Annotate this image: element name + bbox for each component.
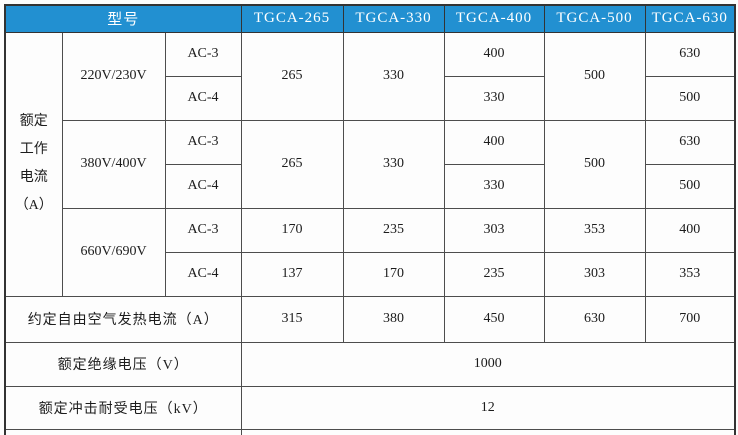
impulse-voltage-label: 额定冲击耐受电压（kV） — [4, 385, 242, 430]
value-cell: 235 — [342, 207, 445, 253]
model-label-cell: 型号 — [4, 4, 242, 33]
value-cell: 353 — [644, 251, 736, 297]
utilization-category-ac4: AC-4 — [164, 251, 242, 297]
voltage-label-660-690: 660V/690V — [61, 207, 166, 297]
voltage-label-380-400: 380V/400V — [61, 119, 166, 209]
empty-cell — [4, 428, 242, 435]
value-cell: 315 — [240, 295, 344, 343]
utilization-category-ac4: AC-4 — [164, 163, 242, 209]
insulation-voltage-label: 额定绝缘电压（V） — [4, 341, 242, 387]
value-cell: 330 — [443, 163, 545, 209]
value-cell: 330 — [342, 31, 445, 121]
row-thermal-current: 约定自由空气发热电流（A） 315 380 450 630 700 — [4, 295, 736, 343]
row-220v-ac3: 额定 工作 电流 （A） 220V/230V AC-3 265 330 400 … — [4, 31, 736, 297]
value-cell: 400 — [644, 207, 736, 253]
value-cell: 137 — [240, 251, 344, 297]
empty-cell — [240, 428, 736, 435]
insulation-voltage-value: 1000 — [240, 341, 736, 387]
model-header-tgca-400: TGCA-400 — [443, 4, 545, 33]
value-cell: 400 — [443, 31, 545, 77]
value-cell: 170 — [240, 207, 344, 253]
value-cell: 500 — [644, 75, 736, 121]
rated-current-label: 额定 工作 电流 （A） — [4, 31, 63, 297]
thermal-current-label: 约定自由空气发热电流（A） — [4, 295, 242, 343]
value-cell: 303 — [443, 207, 545, 253]
value-cell: 400 — [443, 119, 545, 165]
value-cell: 500 — [543, 119, 646, 209]
impulse-voltage-value: 12 — [240, 385, 736, 430]
row-220v-ac4: AC-4 330 500 — [5, 75, 736, 121]
row-660v-ac4: AC-4 137 170 235 303 353 — [5, 251, 736, 297]
value-cell: 630 — [644, 119, 736, 165]
value-cell: 450 — [443, 295, 545, 343]
row-660v-ac3: 660V/690V AC-3 170 235 303 353 400 — [5, 207, 736, 297]
row-380v-ac4: AC-4 330 500 — [5, 163, 736, 209]
header-row: 型号 TGCA-265 TGCA-330 TGCA-400 TGCA-500 T… — [4, 4, 736, 33]
row-380v-ac3: 380V/400V AC-3 265 330 400 500 630 — [5, 119, 736, 209]
value-cell: 330 — [342, 119, 445, 209]
model-header-tgca-265: TGCA-265 — [240, 4, 344, 33]
value-cell: 265 — [240, 31, 344, 121]
voltage-label-220-230: 220V/230V — [61, 31, 166, 121]
value-cell: 500 — [644, 163, 736, 209]
row-partial-cutoff — [4, 428, 736, 435]
model-header-tgca-330: TGCA-330 — [342, 4, 445, 33]
value-cell: 630 — [543, 295, 646, 343]
utilization-category-ac4: AC-4 — [164, 75, 242, 121]
value-cell: 700 — [644, 295, 736, 343]
model-header-tgca-630: TGCA-630 — [644, 4, 736, 33]
utilization-category-ac3: AC-3 — [164, 31, 242, 77]
value-cell: 303 — [543, 251, 646, 297]
value-cell: 265 — [240, 119, 344, 209]
value-cell: 235 — [443, 251, 545, 297]
row-impulse-voltage: 额定冲击耐受电压（kV） 12 — [4, 385, 736, 430]
spec-table: 型号 TGCA-265 TGCA-330 TGCA-400 TGCA-500 T… — [4, 4, 736, 435]
utilization-category-ac3: AC-3 — [164, 207, 242, 253]
value-cell: 353 — [543, 207, 646, 253]
value-cell: 630 — [644, 31, 736, 77]
value-cell: 380 — [342, 295, 445, 343]
row-insulation-voltage: 额定绝缘电压（V） 1000 — [4, 341, 736, 387]
utilization-category-ac3: AC-3 — [164, 119, 242, 165]
model-header-tgca-500: TGCA-500 — [543, 4, 646, 33]
value-cell: 170 — [342, 251, 445, 297]
value-cell: 500 — [543, 31, 646, 121]
value-cell: 330 — [443, 75, 545, 121]
